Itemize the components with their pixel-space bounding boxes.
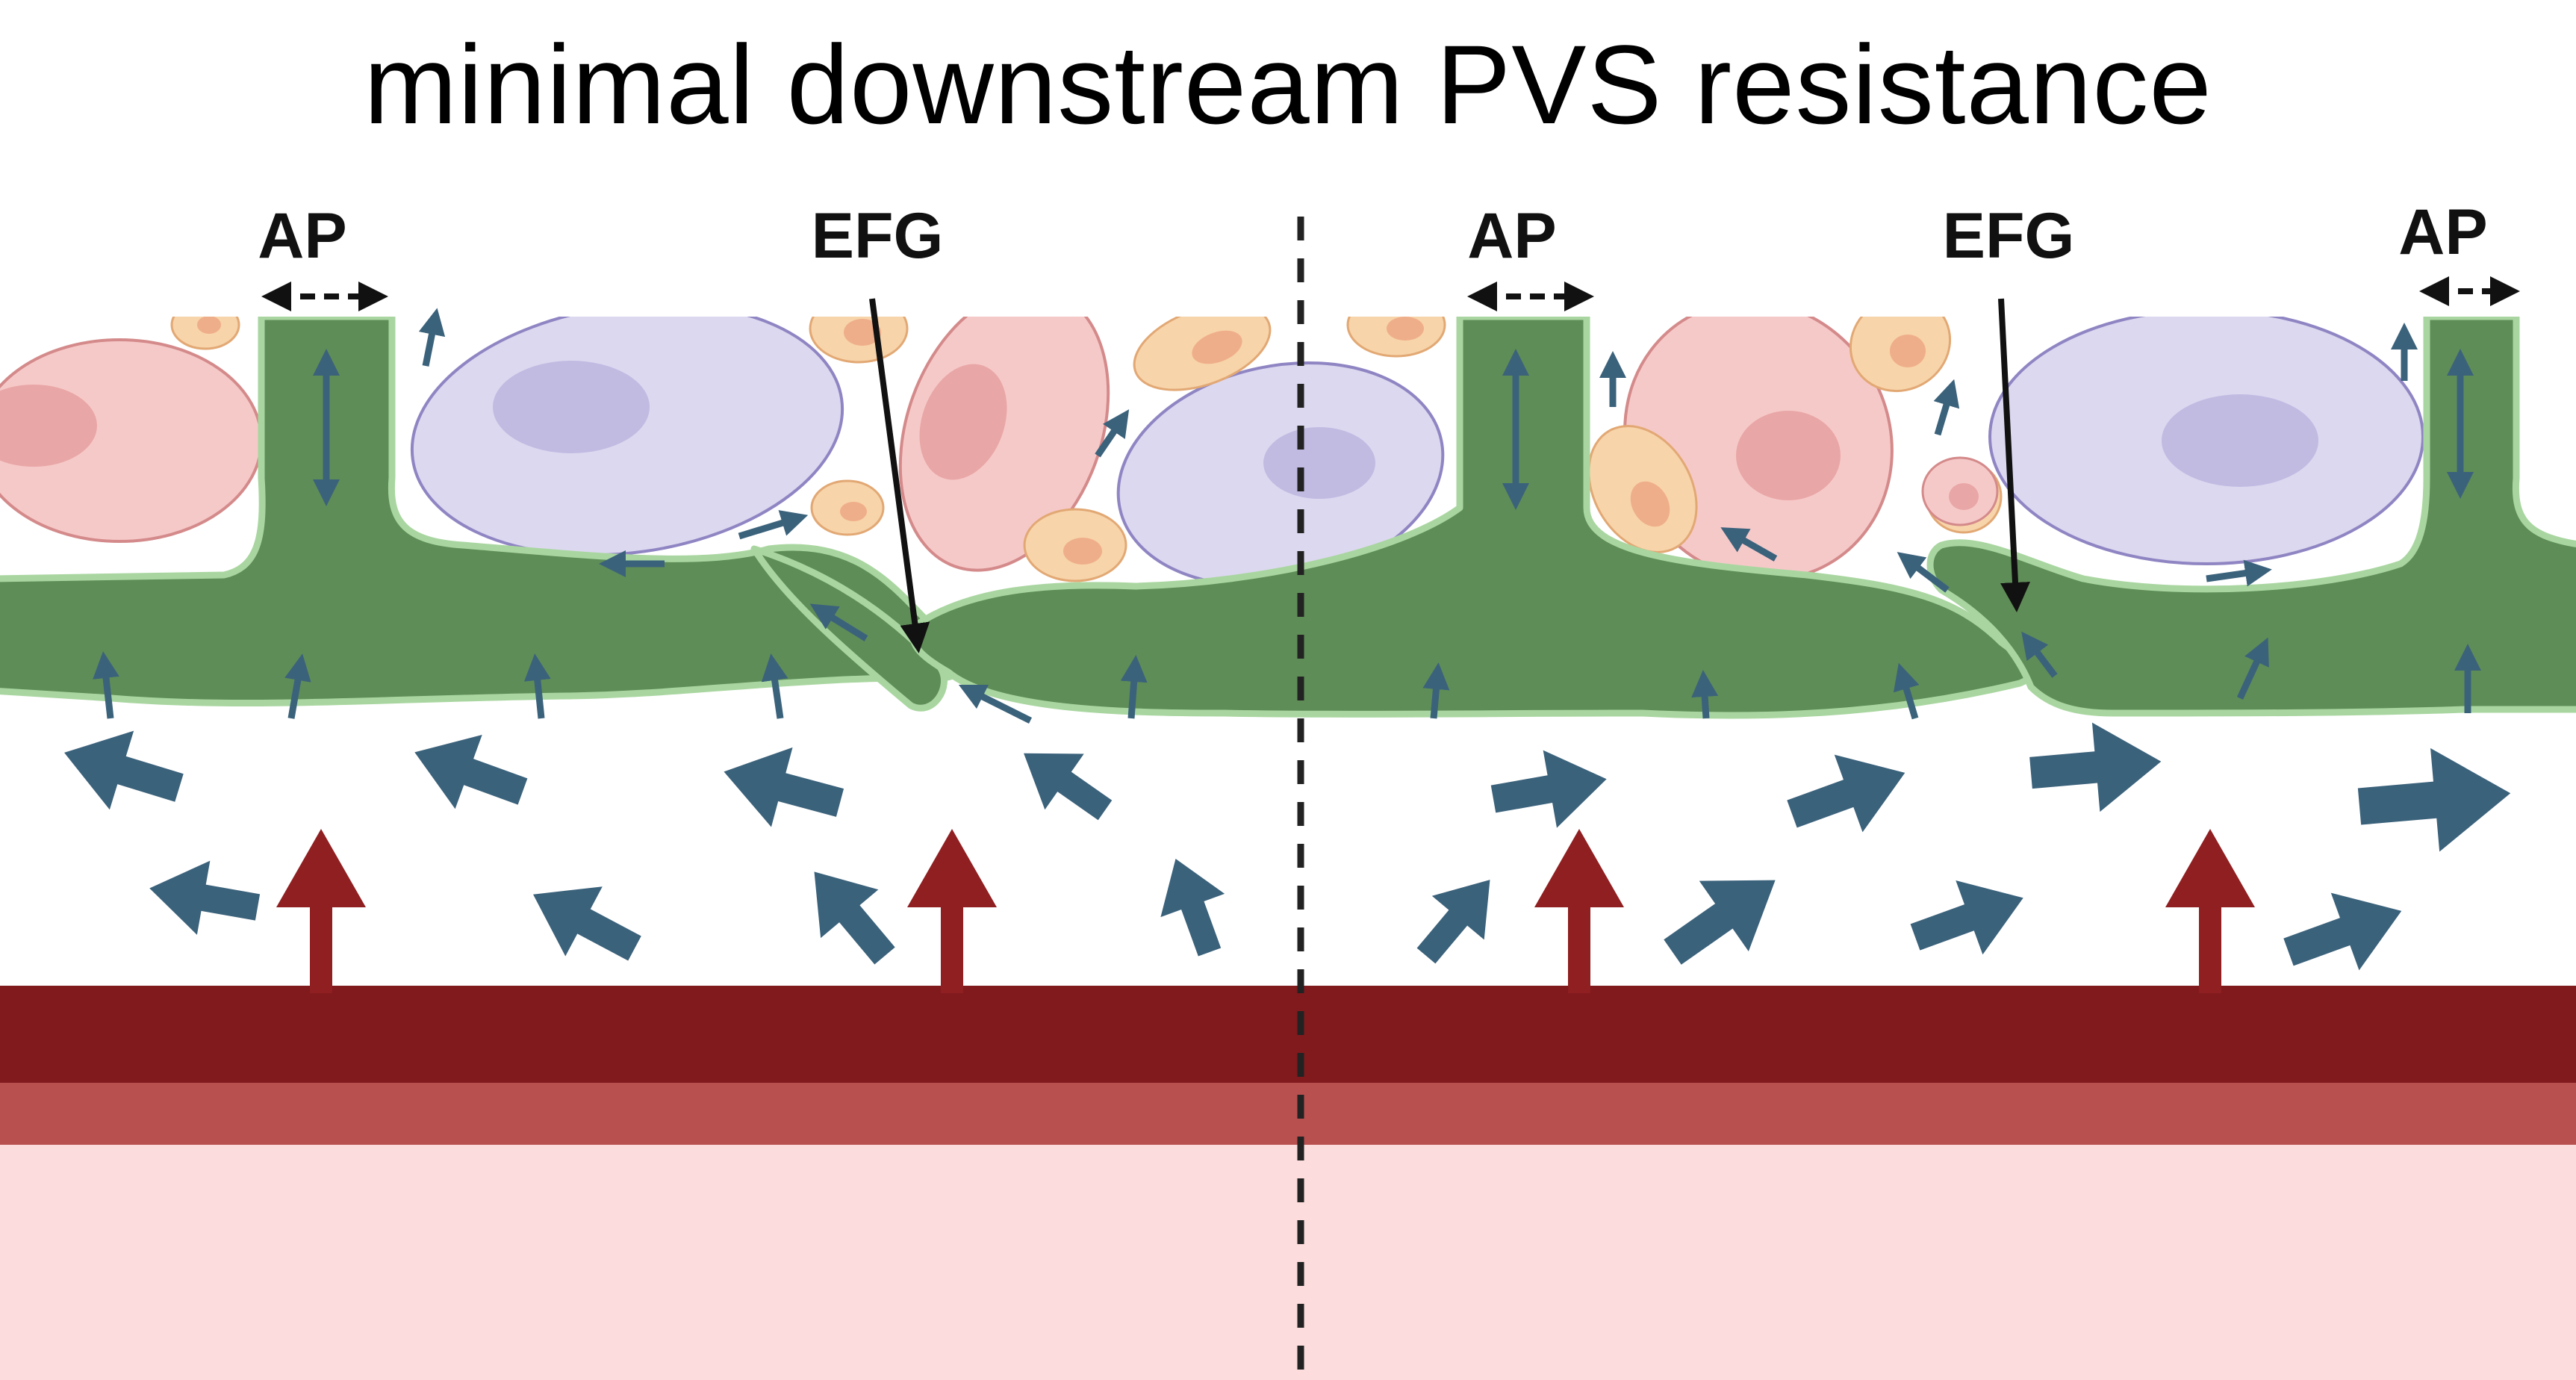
efg-pointers: [869, 298, 2030, 653]
ap-arrows: [261, 276, 2520, 311]
efg-label-2: EFG: [1943, 200, 2075, 272]
small-flow-arrows: [93, 308, 2481, 724]
vessel-outflow-arrows: [276, 829, 2255, 993]
neuron-cells: [0, 287, 2424, 588]
figure-title: minimal downstream PVS resistance: [364, 22, 2212, 147]
large-flow-arrows: [52, 713, 2516, 991]
ap-label-2: AP: [1467, 200, 1556, 272]
ap-label-1: AP: [258, 200, 346, 272]
vessel-wall-inner: [0, 1081, 2576, 1145]
ap-label-3: AP: [2398, 196, 2487, 268]
efg-label-1: EFG: [812, 200, 944, 272]
vessel-lumen: [0, 1143, 2576, 1380]
vessel-wall-outer: [0, 986, 2576, 1083]
